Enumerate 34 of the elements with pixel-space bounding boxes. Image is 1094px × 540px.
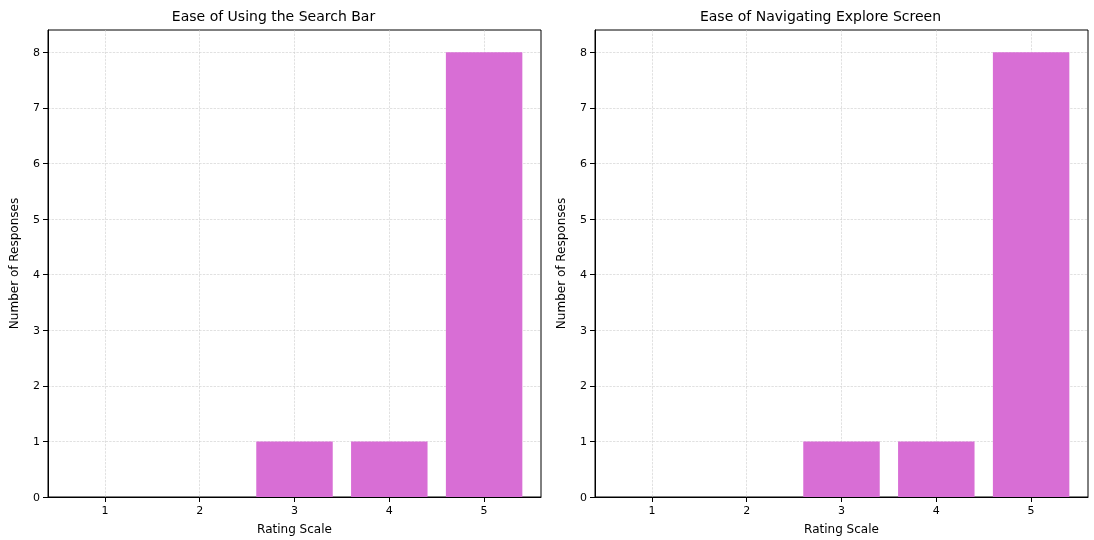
y-axis-title: Number of Responses	[7, 197, 21, 330]
x-axis-title: Rating Scale	[804, 522, 879, 536]
x-tick-label: 4	[385, 504, 393, 517]
y-tick-label: 2	[33, 379, 40, 393]
y-tick-label: 7	[580, 101, 587, 115]
x-tick-label: 5	[480, 504, 488, 517]
y-tick-label: 0	[580, 490, 587, 504]
y-tick-label: 3	[33, 323, 40, 337]
chart-title: Ease of Using the Search Bar	[171, 8, 376, 24]
y-tick-label: 4	[33, 268, 40, 282]
x-tick-label: 2	[743, 504, 751, 517]
y-tick-label: 6	[33, 156, 40, 170]
y-tick-label: 0	[33, 490, 40, 504]
y-tick-label: 8	[580, 45, 587, 59]
y-tick-label: 3	[580, 323, 587, 337]
x-axis-title: Rating Scale	[257, 522, 332, 536]
y-tick-label: 6	[580, 156, 587, 170]
x-tick-label: 3	[838, 504, 845, 517]
x-tick-label: 3	[291, 504, 298, 517]
y-tick-label: 5	[33, 212, 40, 226]
x-tick-label: 2	[196, 504, 204, 517]
y-tick-label: 2	[580, 379, 587, 393]
y-tick-label: 7	[33, 101, 40, 115]
y-tick-label: 1	[580, 434, 587, 448]
x-tick-label: 4	[932, 504, 940, 517]
y-tick-label: 4	[580, 268, 587, 282]
x-tick-label: 1	[101, 504, 109, 517]
y-tick-label: 1	[33, 434, 40, 448]
chart-title: Ease of Navigating Explore Screen	[699, 8, 942, 24]
x-tick-label: 1	[648, 504, 656, 517]
y-tick-label: 5	[580, 212, 587, 226]
x-tick-label: 5	[1027, 504, 1035, 517]
y-axis-title: Number of Responses	[554, 197, 568, 330]
y-tick-label: 8	[33, 45, 40, 59]
